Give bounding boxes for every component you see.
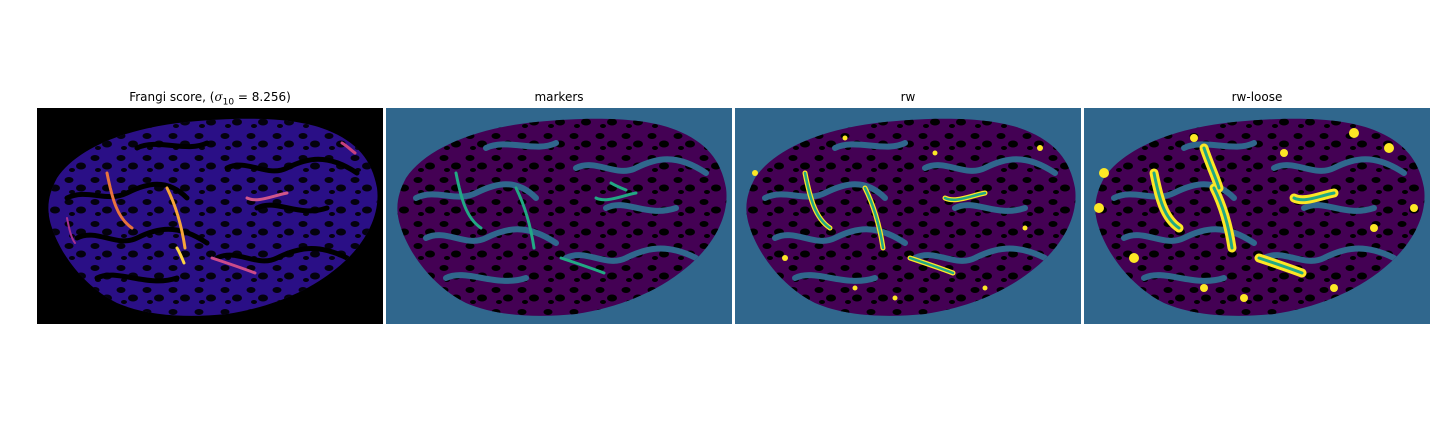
rw-image — [735, 108, 1081, 324]
frangi-svg — [37, 108, 383, 324]
frangi-image — [37, 108, 383, 324]
markers-svg — [386, 108, 732, 324]
frangi-title: Frangi score, (σ10 = 8.256) — [129, 90, 291, 108]
rw-loose-title: rw-loose — [1231, 90, 1283, 104]
markers-image — [386, 108, 732, 324]
rw-svg — [735, 108, 1081, 324]
rw-title: rw — [900, 90, 916, 104]
rw-loose-image — [1084, 108, 1430, 324]
rw-loose-svg — [1084, 108, 1430, 324]
markers-title: markers — [534, 90, 584, 104]
